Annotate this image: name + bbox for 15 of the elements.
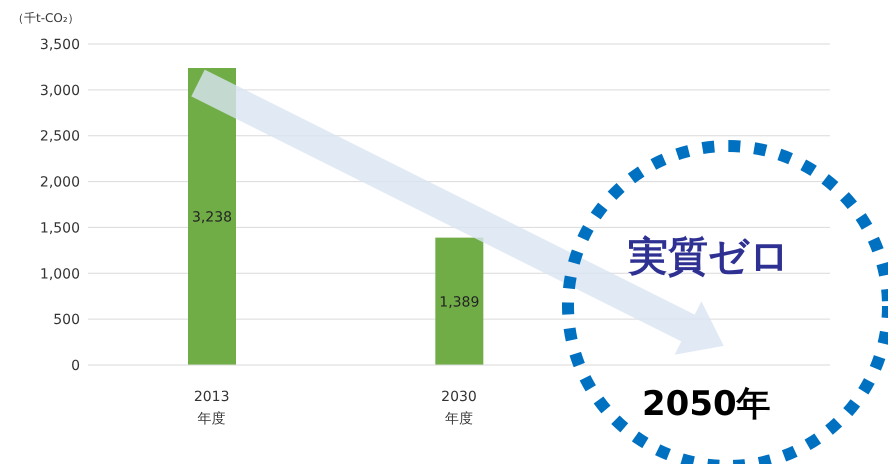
x-tick-label: 2030 年度 bbox=[441, 389, 477, 427]
y-tick-label: 2,500 bbox=[40, 128, 80, 145]
annotation: 実質ゼロ bbox=[627, 234, 790, 280]
y-tick-label: 0 bbox=[71, 358, 80, 374]
data-label: 1,389 bbox=[439, 294, 480, 310]
x-tick-label: 2050年 bbox=[642, 384, 771, 424]
y-tick-label: 3,000 bbox=[40, 82, 80, 99]
y-tick-label: 1,000 bbox=[40, 266, 80, 282]
y-tick-label: 500 bbox=[53, 312, 80, 328]
x-tick-label: 2013 年度 bbox=[194, 389, 230, 427]
y-tick-label: 1,500 bbox=[40, 220, 80, 236]
y-tick-label: 2,000 bbox=[40, 174, 80, 191]
y-tick-label: 3,500 bbox=[40, 36, 80, 53]
y-axis-title: （千t-CO₂） bbox=[12, 10, 80, 27]
data-label: 3,238 bbox=[192, 209, 232, 226]
